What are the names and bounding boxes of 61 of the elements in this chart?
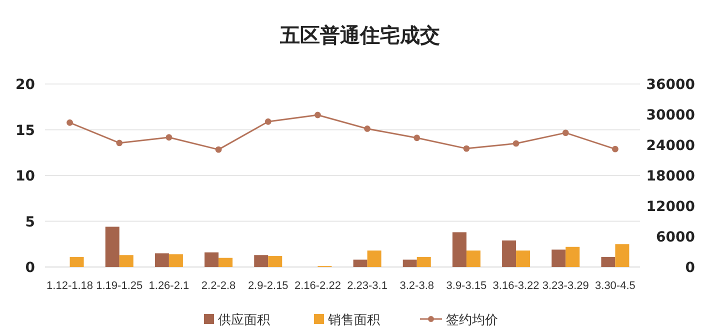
- x-tick-label: 3.2-3.8: [400, 280, 434, 292]
- bar: [416, 256, 431, 267]
- x-tick-label: 2.2-2.8: [201, 280, 236, 292]
- legend-label: 销售面积: [327, 313, 380, 328]
- point: [116, 140, 123, 146]
- bar: [502, 240, 516, 267]
- y2-tick-label: 24000: [646, 138, 696, 154]
- legend-label: 签约均价: [446, 313, 498, 328]
- point: [463, 145, 470, 152]
- bar: [402, 260, 417, 267]
- y-tick-label: 15: [16, 122, 35, 139]
- bar: [615, 244, 630, 267]
- y2-tick-label: 12000: [646, 199, 696, 215]
- bar: [566, 246, 580, 267]
- x-tick-label: 2.9-2.15: [248, 280, 288, 292]
- x-tick-label: 3.9-3.15: [446, 280, 487, 292]
- y-tick-label: 0: [25, 260, 36, 276]
- bar: [268, 256, 282, 267]
- bar: [353, 260, 368, 267]
- bar: [452, 232, 466, 267]
- x-tick-label: 2.23-3.1: [347, 280, 388, 292]
- x-tick-label: 1.19-1.25: [96, 280, 143, 292]
- bar: [168, 254, 183, 267]
- point: [414, 134, 420, 142]
- chart-title: 五区普通住宅成交: [279, 23, 440, 47]
- point: [562, 130, 569, 136]
- bar: [218, 258, 233, 267]
- x-tick-label: 3.30-4.5: [595, 280, 636, 292]
- y2-tick-label: 6000: [656, 230, 696, 246]
- y-tick-label: 20: [16, 77, 36, 93]
- bar: [70, 256, 84, 267]
- x-tick-label: 2.16-2.22: [294, 280, 341, 292]
- x-tick-label: 1.26-2.1: [148, 280, 190, 292]
- bar: [119, 255, 134, 267]
- point: [166, 134, 172, 141]
- point: [314, 112, 321, 118]
- y2-tick-label: 36000: [646, 77, 696, 93]
- bar: [367, 250, 382, 267]
- point: [264, 118, 272, 125]
- x-tick-label: 3.23-3.29: [542, 280, 589, 292]
- y-tick-label: 5: [25, 214, 35, 230]
- y-tick-label: 10: [16, 168, 36, 184]
- bar: [105, 226, 120, 267]
- bar: [204, 252, 219, 267]
- x-tick-label: 1.12-1.18: [46, 280, 94, 292]
- bar: [254, 255, 268, 267]
- point: [215, 146, 222, 153]
- point: [612, 146, 618, 152]
- y2-tick-label: 0: [685, 260, 696, 276]
- y2-tick-label: 30000: [646, 108, 696, 124]
- bar: [552, 250, 566, 267]
- point: [364, 126, 370, 132]
- y2-tick-label: 18000: [646, 168, 696, 184]
- legend-label: 供应面积: [218, 312, 270, 328]
- bar: [601, 256, 616, 267]
- bar: [466, 250, 480, 267]
- bar: [154, 253, 169, 267]
- x-tick-label: 3.16-3.22: [492, 280, 540, 292]
- point: [66, 119, 73, 126]
- point: [512, 140, 520, 147]
- bar: [516, 250, 530, 267]
